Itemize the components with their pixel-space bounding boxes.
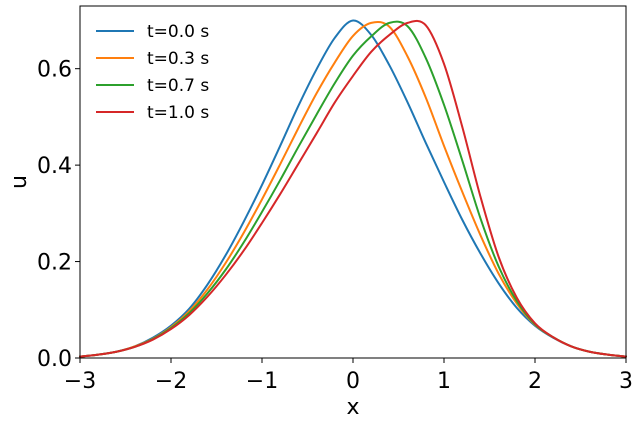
legend-label: t=0.3 s	[147, 49, 209, 69]
legend-label: t=0.0 s	[147, 22, 209, 42]
x-axis-label: x	[346, 395, 359, 420]
x-tick-label: 3	[619, 369, 633, 394]
x-axis-ticks: −3 −2 −1 0 1 2 3	[64, 358, 633, 394]
y-tick-label: 0.0	[37, 347, 72, 372]
y-tick-label: 0.4	[37, 154, 72, 179]
series-line-3	[79, 19, 627, 358]
x-tick-label: −2	[155, 369, 187, 394]
plot-frame	[79, 5, 627, 359]
x-tick-label: 0	[346, 369, 360, 394]
y-tick-label: 0.2	[37, 251, 72, 276]
x-tick-label: −1	[246, 369, 278, 394]
x-tick-label: −3	[64, 369, 96, 394]
x-tick-label: 1	[437, 369, 451, 394]
series-lines	[79, 19, 627, 358]
y-tick-label: 0.6	[37, 58, 72, 83]
legend-label: t=1.0 s	[147, 103, 209, 123]
y-axis-ticks: 0.0 0.2 0.4 0.6	[37, 58, 80, 372]
legend-label: t=0.7 s	[147, 76, 209, 96]
y-axis-label: u	[7, 175, 32, 189]
x-tick-label: 2	[528, 369, 542, 394]
legend: t=0.0 s t=0.3 s t=0.7 s t=1.0 s	[96, 22, 209, 123]
